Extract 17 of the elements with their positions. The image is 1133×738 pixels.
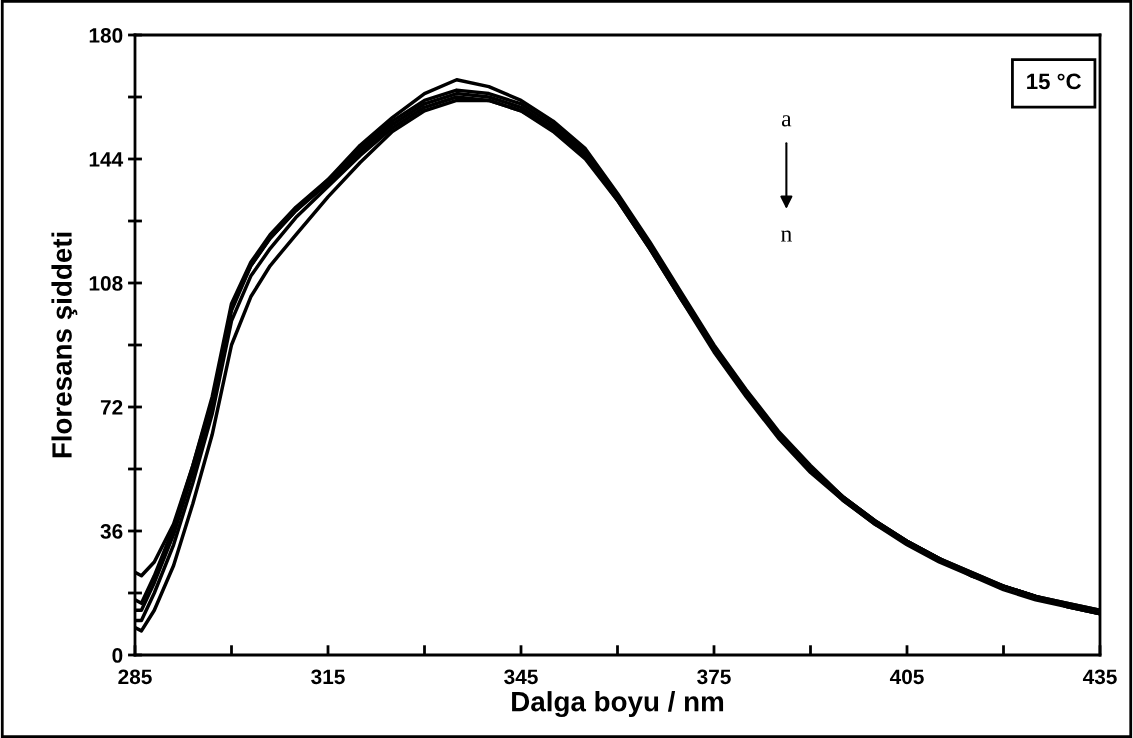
- x-tick-label: 375: [697, 669, 731, 685]
- x-tick-label: 405: [889, 669, 924, 685]
- y-tick-label: 72: [100, 400, 123, 415]
- y-tick-label: 144: [89, 152, 124, 167]
- y-tick-label: 108: [89, 276, 123, 291]
- x-tick-label: 285: [118, 669, 152, 685]
- x-tick-label: 315: [311, 669, 345, 685]
- annotation: n: [781, 230, 792, 242]
- annotation: 15 °C: [1027, 73, 1081, 90]
- x-axis-title: Dalga boyu / nm: [512, 691, 724, 718]
- y-axis-title: Floresans şiddeti: [51, 232, 78, 458]
- y-tick-label: 36: [100, 524, 123, 539]
- annotation: a: [781, 115, 792, 127]
- x-tick-label: 435: [1082, 669, 1117, 685]
- x-tick-label: 345: [504, 669, 538, 685]
- y-tick-label: 180: [89, 28, 123, 43]
- y-tick-label: 0: [112, 648, 123, 663]
